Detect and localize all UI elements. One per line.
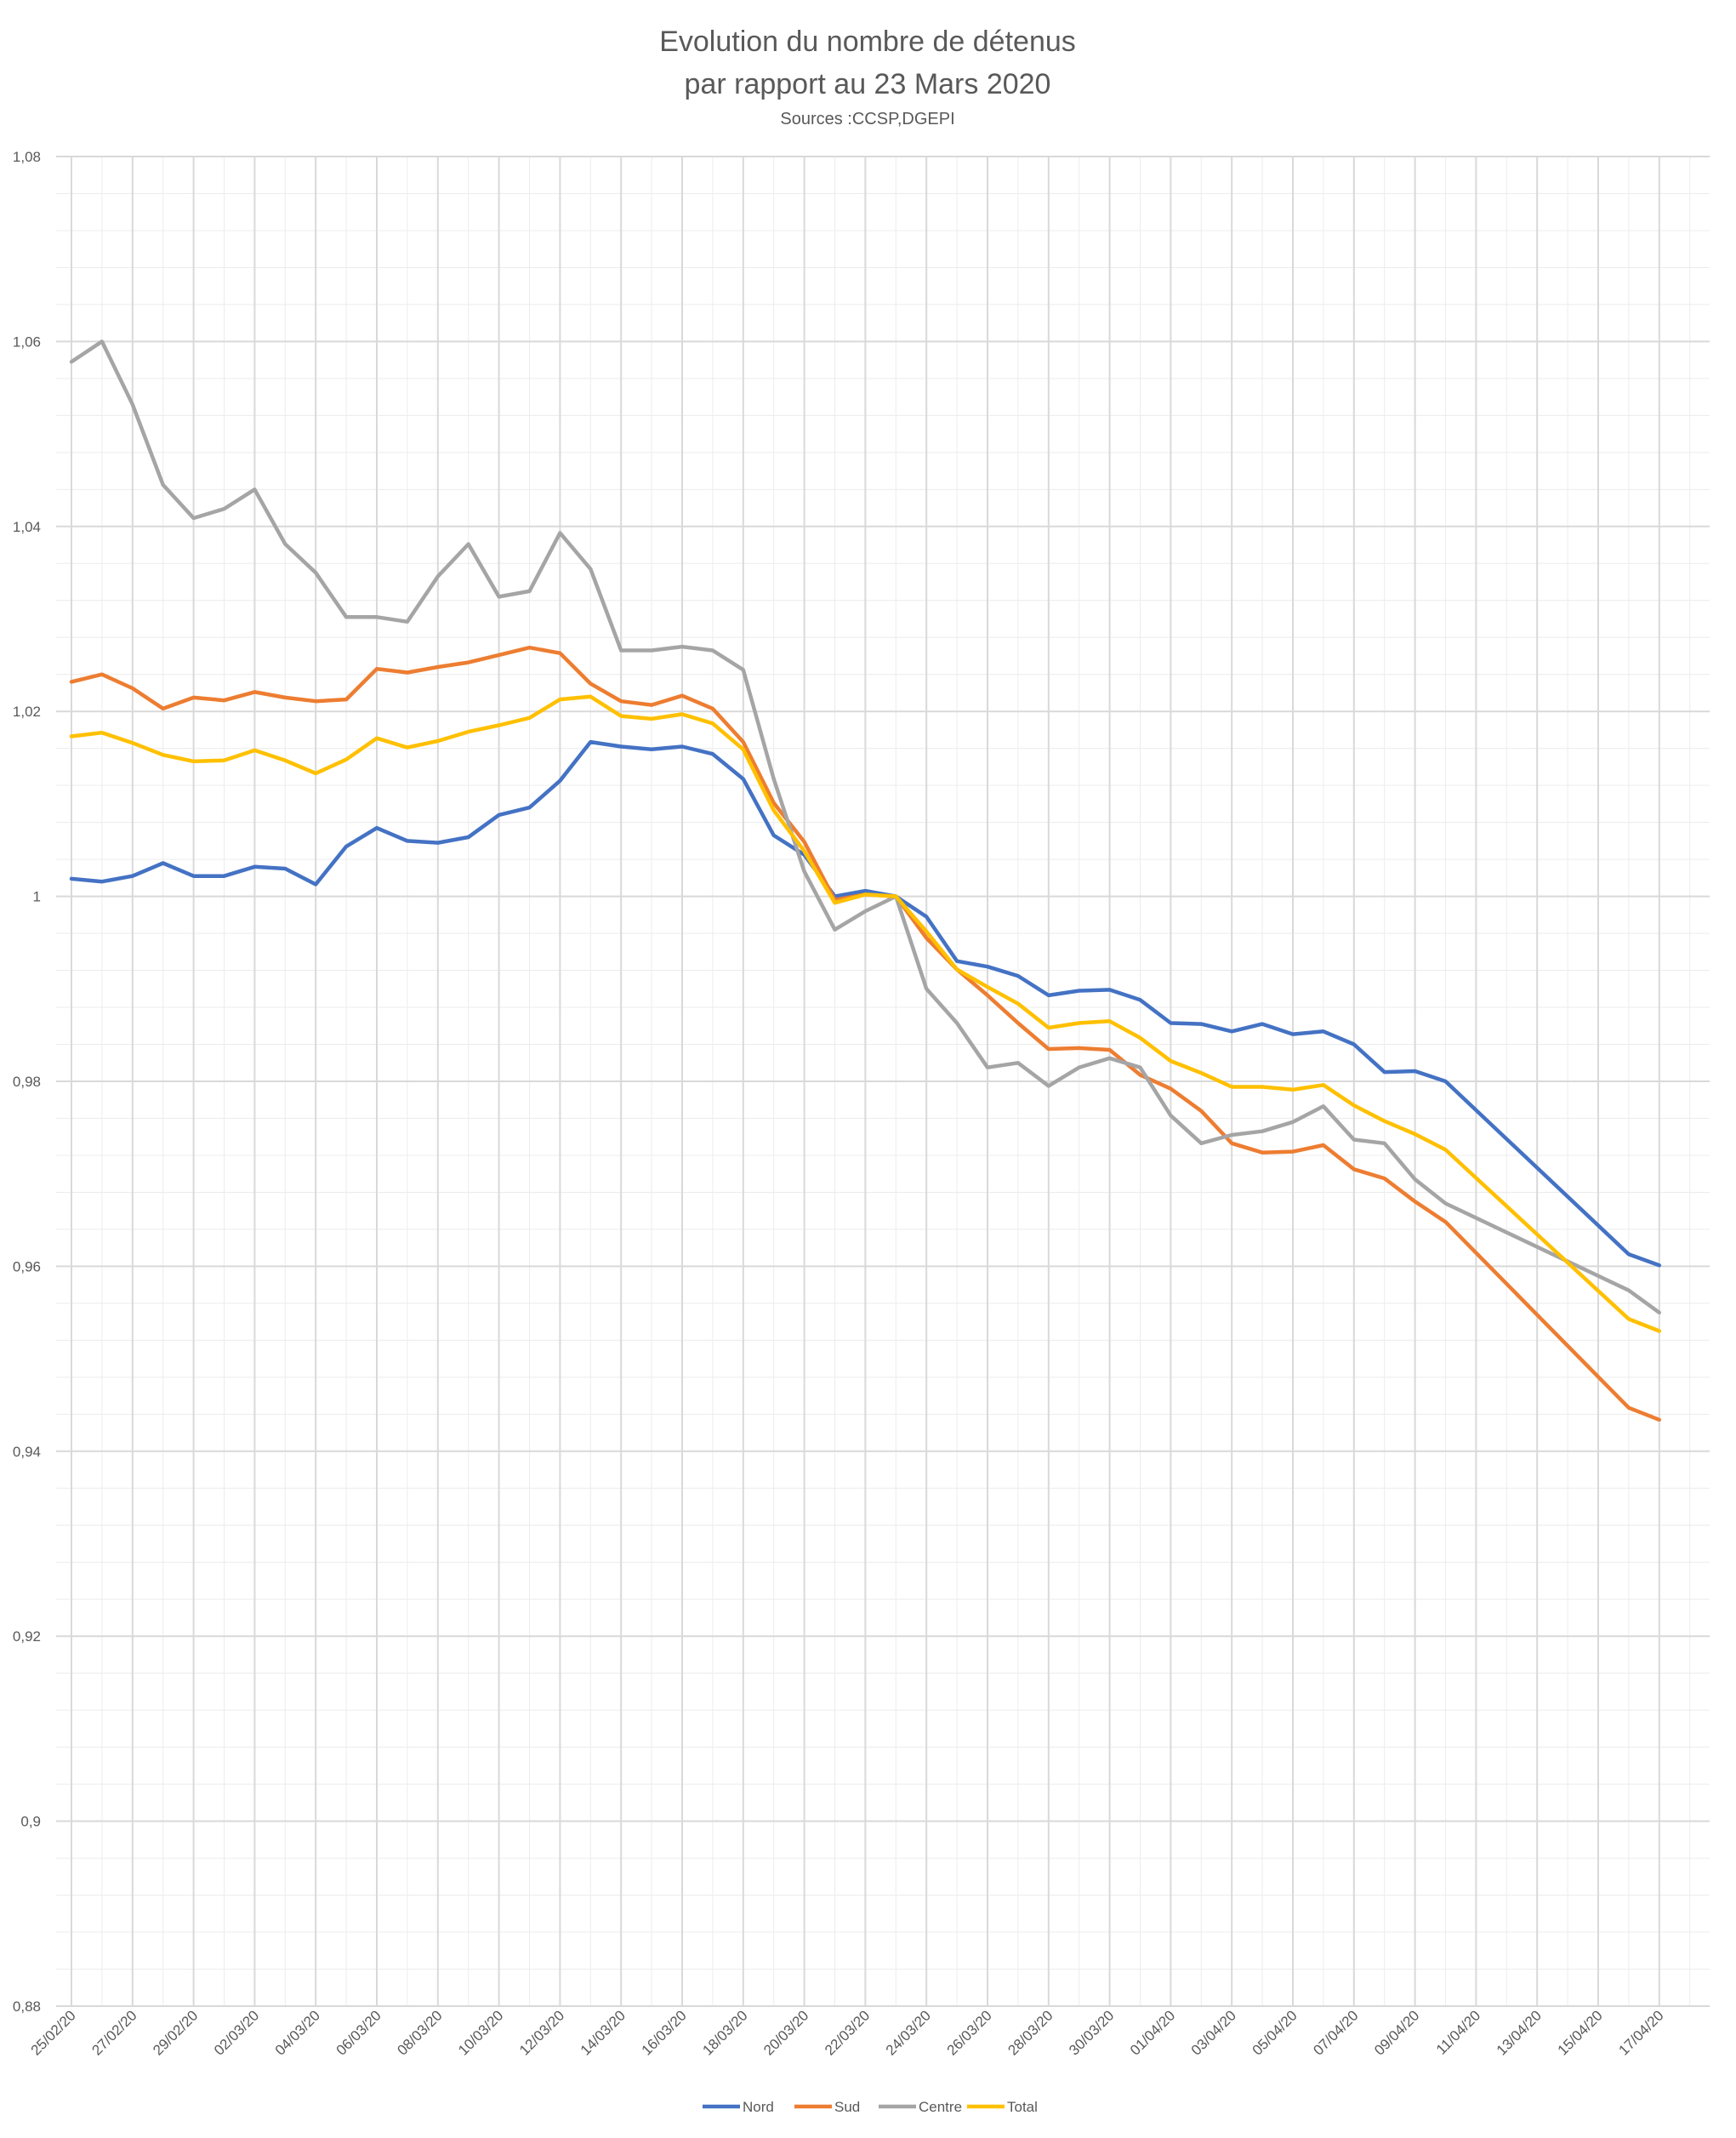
legend: Nord Sud Centre Total <box>703 2099 1038 2115</box>
x-tick-label: 04/03/20 <box>272 2007 323 2058</box>
legend-label-sud: Sud <box>834 2099 860 2115</box>
x-tick-label: 28/03/20 <box>1005 2007 1056 2058</box>
y-tick-label: 0,92 <box>13 1628 41 1645</box>
legend-label-nord: Nord <box>743 2099 774 2115</box>
x-tick-label: 11/04/20 <box>1433 2007 1483 2057</box>
x-tick-label: 15/04/20 <box>1555 2007 1606 2058</box>
series-lines <box>69 339 1662 1422</box>
chart-title-line2: par rapport au 23 Mars 2020 <box>685 68 1051 100</box>
x-tick-label: 09/04/20 <box>1371 2007 1422 2058</box>
series-line-centre <box>69 339 1662 1315</box>
x-tick-label: 01/04/20 <box>1127 2007 1178 2058</box>
x-tick-label: 12/03/20 <box>516 2007 567 2058</box>
y-tick-label: 0,94 <box>13 1444 41 1460</box>
x-tick-label: 05/04/20 <box>1249 2007 1301 2058</box>
y-tick-label: 1,02 <box>13 704 41 720</box>
x-tick-label: 29/02/20 <box>150 2007 201 2058</box>
x-tick-label: 25/02/20 <box>28 2007 79 2058</box>
chart-title: Evolution du nombre de détenus <box>659 26 1076 58</box>
x-tick-label: 22/03/20 <box>822 2007 873 2058</box>
y-tick-label: 0,9 <box>20 1814 41 1830</box>
x-tick-label: 03/04/20 <box>1188 2007 1239 2058</box>
legend-label-centre: Centre <box>919 2099 962 2115</box>
x-tick-label: 20/03/20 <box>760 2007 811 2058</box>
x-tick-label: 07/04/20 <box>1310 2007 1361 2058</box>
x-tick-label: 14/03/20 <box>578 2007 629 2058</box>
legend-label-total: Total <box>1007 2099 1038 2115</box>
series-line-nord <box>69 739 1662 1268</box>
y-tick-label: 0,98 <box>13 1074 41 1090</box>
series-line-total <box>69 694 1662 1333</box>
x-tick-label: 26/03/20 <box>944 2007 995 2058</box>
x-tick-label: 17/04/20 <box>1615 2007 1666 2058</box>
y-tick-label: 1,04 <box>13 519 41 535</box>
major-gridlines <box>56 156 1710 2007</box>
x-tick-label: 16/03/20 <box>639 2007 690 2058</box>
y-tick-label: 0,88 <box>13 1998 41 2015</box>
y-tick-label: 1 <box>33 889 41 905</box>
x-tick-label: 02/03/20 <box>211 2007 262 2058</box>
y-tick-label: 0,96 <box>13 1258 41 1274</box>
x-axis-tick-labels: 25/02/20 27/02/20 29/02/20 02/03/20 04/03/20… <box>28 2007 1667 2058</box>
x-tick-label: 18/03/20 <box>699 2007 750 2058</box>
y-tick-label: 1,06 <box>13 334 41 350</box>
x-tick-label: 13/04/20 <box>1494 2007 1545 2058</box>
x-tick-label: 27/02/20 <box>88 2007 139 2058</box>
y-axis-tick-labels: 0,88 0,9 0,92 0,94 0,96 0,98 1 1,02 1,04 1,06 1,08 <box>13 149 41 2015</box>
x-tick-label: 06/03/20 <box>333 2007 384 2058</box>
chart-subtitle: Sources :CCSP,DGEPI <box>780 110 954 128</box>
x-tick-label: 24/03/20 <box>883 2007 934 2058</box>
x-tick-label: 08/03/20 <box>394 2007 445 2058</box>
x-tick-label: 10/03/20 <box>455 2007 506 2058</box>
y-tick-label: 1,08 <box>13 149 41 165</box>
x-tick-label: 30/03/20 <box>1066 2007 1117 2058</box>
